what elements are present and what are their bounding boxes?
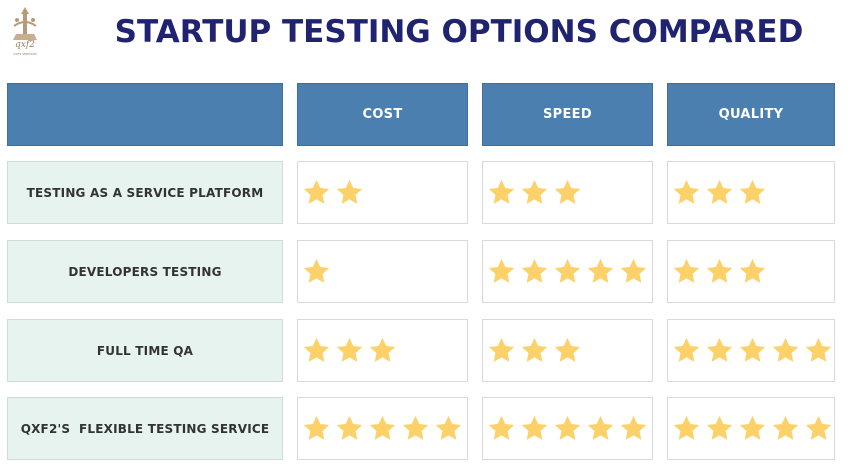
star-icon: [521, 415, 548, 440]
logo-text: qxf2: [15, 40, 35, 50]
star-icon: [303, 258, 330, 283]
star-icon: [554, 337, 581, 362]
page-title: STARTUP TESTING OPTIONS COMPARED: [114, 14, 804, 50]
star-icon: [554, 415, 581, 440]
star-icon: [521, 179, 548, 204]
logo-subtext: QXF2 SERVICES: [13, 52, 37, 56]
rating-taas-quality: [667, 161, 835, 224]
rating-full-time-qa-cost: [297, 319, 468, 382]
row-label-taas: TESTING AS A SERVICE PLATFORM: [7, 161, 283, 224]
star-icon: [336, 179, 363, 204]
star-icon: [402, 415, 429, 440]
star-icon: [620, 415, 647, 440]
rating-qxf2-speed: [482, 397, 653, 460]
star-icon: [673, 179, 700, 204]
rating-developers-speed: [482, 240, 653, 303]
star-icon: [739, 415, 766, 440]
header-cost: COST: [297, 83, 468, 146]
rating-developers-quality: [667, 240, 835, 303]
star-icon: [369, 415, 396, 440]
rating-full-time-qa-quality: [667, 319, 835, 382]
row-label-developers: DEVELOPERS TESTING: [7, 240, 283, 303]
rating-qxf2-cost: [297, 397, 468, 460]
star-icon: [706, 179, 733, 204]
star-icon: [554, 179, 581, 204]
star-icon: [488, 179, 515, 204]
star-icon: [706, 258, 733, 283]
star-icon: [739, 337, 766, 362]
star-icon: [772, 415, 799, 440]
star-icon: [739, 179, 766, 204]
star-icon: [805, 337, 832, 362]
rating-full-time-qa-speed: [482, 319, 653, 382]
rating-developers-cost: [297, 240, 468, 303]
star-icon: [805, 415, 832, 440]
star-icon: [521, 258, 548, 283]
star-icon: [620, 258, 647, 283]
star-icon: [673, 415, 700, 440]
header-speed: SPEED: [482, 83, 653, 146]
rating-taas-cost: [297, 161, 468, 224]
star-icon: [706, 337, 733, 362]
star-icon: [706, 415, 733, 440]
star-icon: [488, 337, 515, 362]
star-icon: [303, 415, 330, 440]
header-corner-cell: [7, 83, 283, 146]
star-icon: [521, 337, 548, 362]
row-label-full-time-qa: FULL TIME QA: [7, 319, 283, 382]
star-icon: [303, 337, 330, 362]
row-label-qxf2: QXF2'S FLEXIBLE TESTING SERVICE: [7, 397, 283, 460]
star-icon: [673, 258, 700, 283]
star-icon: [739, 258, 766, 283]
rating-taas-speed: [482, 161, 653, 224]
star-icon: [587, 258, 614, 283]
star-icon: [435, 415, 462, 440]
star-icon: [554, 258, 581, 283]
qxf2-logo-icon: [13, 7, 37, 40]
star-icon: [336, 337, 363, 362]
star-icon: [369, 337, 396, 362]
star-icon: [488, 258, 515, 283]
star-icon: [772, 337, 799, 362]
rating-qxf2-quality: [667, 397, 835, 460]
header-quality: QUALITY: [667, 83, 835, 146]
star-icon: [488, 415, 515, 440]
star-icon: [303, 179, 330, 204]
star-icon: [336, 415, 363, 440]
star-icon: [587, 415, 614, 440]
star-icon: [673, 337, 700, 362]
